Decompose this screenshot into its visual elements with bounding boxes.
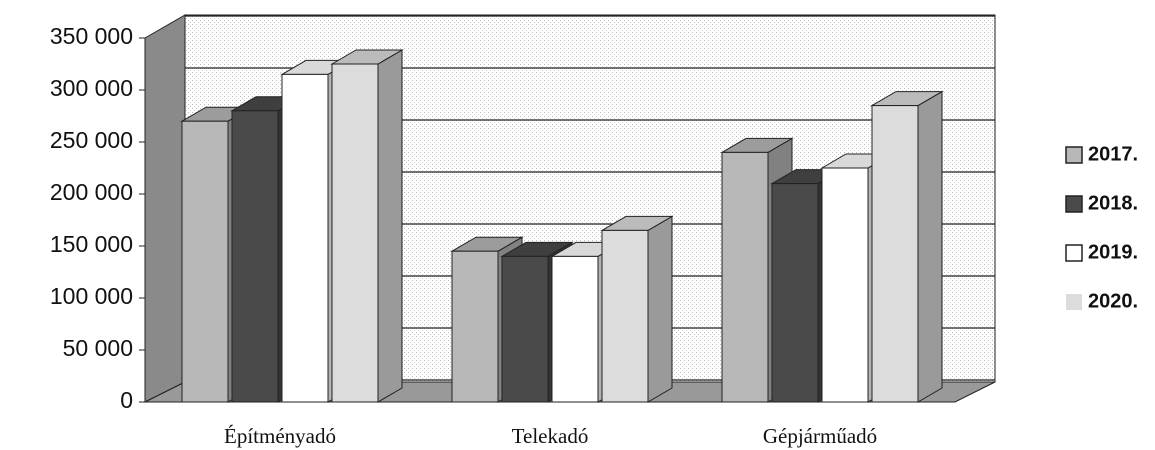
bar [331, 63, 379, 403]
bar [281, 73, 329, 403]
bar [601, 229, 649, 403]
bar [501, 255, 549, 403]
legend-swatch [1066, 294, 1082, 310]
x-tick-label: Építményadó [224, 424, 336, 448]
legend-swatch [1065, 146, 1083, 164]
side-wall [144, 14, 186, 403]
y-tick-label: 250 000 [50, 127, 133, 153]
legend-swatch [1065, 195, 1083, 213]
bar [721, 151, 769, 403]
x-tick-label: Gépjárműadó [763, 424, 877, 448]
legend-label: 2018. [1088, 192, 1138, 214]
legend-swatch [1065, 244, 1083, 262]
bar [771, 183, 819, 403]
bar [181, 120, 229, 403]
legend-label: 2020. [1088, 290, 1138, 312]
y-tick-label: 50 000 [63, 335, 133, 361]
y-tick-label: 0 [120, 387, 133, 413]
bar [551, 255, 599, 403]
bar [821, 167, 869, 403]
y-tick-label: 300 000 [50, 75, 133, 101]
bar [871, 105, 919, 403]
bar-side [377, 49, 403, 403]
y-tick-label: 150 000 [50, 231, 133, 257]
y-tick-label: 200 000 [50, 179, 133, 205]
x-tick-label: Telekadó [512, 424, 589, 448]
legend-label: 2019. [1088, 241, 1138, 263]
y-tick-label: 100 000 [50, 283, 133, 309]
bar [451, 250, 499, 403]
bar-side [647, 215, 673, 403]
bar-side [917, 90, 943, 403]
legend-label: 2017. [1088, 143, 1138, 165]
y-tick-label: 350 000 [50, 23, 133, 49]
bar [231, 110, 279, 403]
